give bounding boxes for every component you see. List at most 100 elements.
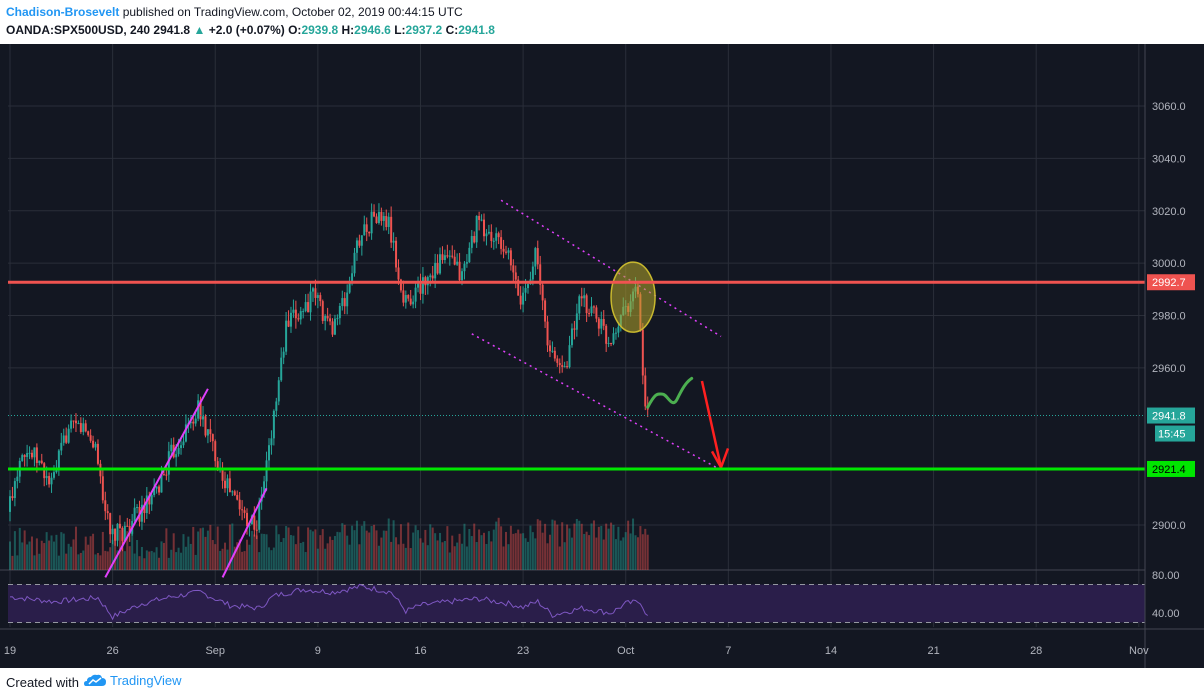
candle-body <box>45 476 48 479</box>
volume-bar <box>182 534 185 570</box>
candle-body <box>43 463 46 479</box>
candle-body <box>209 429 212 435</box>
volume-bar <box>74 526 77 570</box>
candle-body <box>302 311 305 313</box>
author-link[interactable]: Chadison-Brosevelt <box>6 5 120 19</box>
volume-bar <box>627 520 630 570</box>
candle-body <box>353 252 356 274</box>
tradingview-brand-link[interactable]: TradingView <box>84 673 182 688</box>
volume-bar <box>40 540 43 570</box>
rsi-band <box>8 584 1145 623</box>
volume-bar <box>197 531 200 570</box>
candle-body <box>241 509 244 511</box>
resistance-price-label: 2992.7 <box>1152 277 1186 289</box>
volume-bar <box>275 525 278 570</box>
volume-bar <box>390 541 393 570</box>
chart-canvas[interactable]: 3060.0 3040.0 3020.0 3000.0 2980.0 2960.0 2900… <box>0 44 1204 668</box>
candle-body <box>118 523 121 528</box>
volume-bar <box>241 551 244 570</box>
volume-bar <box>568 528 571 570</box>
symbol-label[interactable]: OANDA:SPX500USD, 240 <box>6 23 151 37</box>
candle-body <box>385 216 388 227</box>
volume-bar <box>358 544 361 570</box>
high-label: H: <box>341 23 355 37</box>
volume-bar <box>578 520 581 570</box>
volume-bar <box>65 553 68 570</box>
volume-bar <box>167 557 170 570</box>
tradingview-brand-label[interactable]: TradingView <box>110 673 182 688</box>
candle-body <box>373 211 376 217</box>
volume-bar <box>228 524 231 570</box>
volume-bar <box>55 534 58 570</box>
candle-body <box>65 435 68 443</box>
volume-bar <box>480 535 483 570</box>
drawings-layer[interactable] <box>104 199 730 578</box>
candle-body <box>478 215 481 220</box>
candle-body <box>485 233 488 237</box>
chart-header: Chadison-Brosevelt published on TradingV… <box>0 0 1204 44</box>
volume-bar <box>123 551 126 570</box>
candle-body <box>600 319 603 329</box>
trendline-rising-1 <box>104 388 209 578</box>
time-tick-label: Sep <box>205 645 225 657</box>
volume-bar <box>629 533 632 570</box>
volume-bar <box>246 539 249 570</box>
candle-body <box>84 423 87 432</box>
candle-body <box>72 420 75 422</box>
candle-body <box>524 288 527 293</box>
candle-body <box>517 279 520 296</box>
volume-bar <box>644 528 647 570</box>
volume-bar <box>258 552 261 570</box>
candle-body <box>509 250 512 266</box>
candle-body <box>580 296 583 299</box>
volume-bar <box>529 525 532 570</box>
candle-body <box>292 309 295 313</box>
price-axis[interactable]: 3060.0 3040.0 3020.0 3000.0 2980.0 2960.0 2900… <box>1144 44 1204 668</box>
volume-bar <box>57 555 60 570</box>
volume-bar <box>363 521 366 570</box>
volume-bar <box>514 533 517 570</box>
candle-body <box>512 265 515 273</box>
time-axis[interactable]: 19 26 Sep 9 16 23 Oct 7 14 21 28 Nov <box>0 628 1204 657</box>
volume-bar <box>92 533 95 570</box>
price-tick-label: 2960.0 <box>1152 363 1186 375</box>
volume-bar <box>617 526 620 570</box>
volume-bar <box>355 520 358 570</box>
volume-bar <box>204 536 207 570</box>
volume-bar <box>253 534 256 570</box>
candle-body <box>60 442 63 451</box>
candle-body <box>338 305 341 319</box>
volume-bar <box>395 537 398 570</box>
time-tick-label: 19 <box>4 645 16 657</box>
candle-body <box>522 292 525 305</box>
volume-bar <box>45 532 48 570</box>
candle-body <box>431 275 434 279</box>
volume-bar <box>67 543 70 570</box>
volume-bar <box>314 529 317 570</box>
candle-body <box>502 248 505 252</box>
candle-body <box>155 486 158 489</box>
candle-body <box>140 504 143 522</box>
candle-body <box>575 313 578 330</box>
candle-body <box>121 527 124 541</box>
highlight-ellipse <box>610 261 656 333</box>
volume-bar <box>11 555 14 570</box>
candle-body <box>602 319 605 326</box>
candle-body <box>294 309 297 319</box>
candle-body <box>267 445 270 461</box>
candle-body <box>226 478 229 489</box>
volume-bar <box>114 531 117 570</box>
candle-body <box>407 295 410 299</box>
volume-bar <box>21 542 24 570</box>
volume-bar <box>539 520 542 570</box>
candle-body <box>104 500 107 512</box>
volume-bar <box>52 541 55 570</box>
volume-bar <box>561 522 564 570</box>
candle-body <box>351 273 354 282</box>
candle-body <box>333 318 336 335</box>
volume-bar <box>407 522 410 570</box>
candle-body <box>62 435 65 443</box>
candle-body <box>453 256 456 265</box>
candle-body <box>194 418 197 424</box>
last-price: 2941.8 <box>153 23 191 37</box>
